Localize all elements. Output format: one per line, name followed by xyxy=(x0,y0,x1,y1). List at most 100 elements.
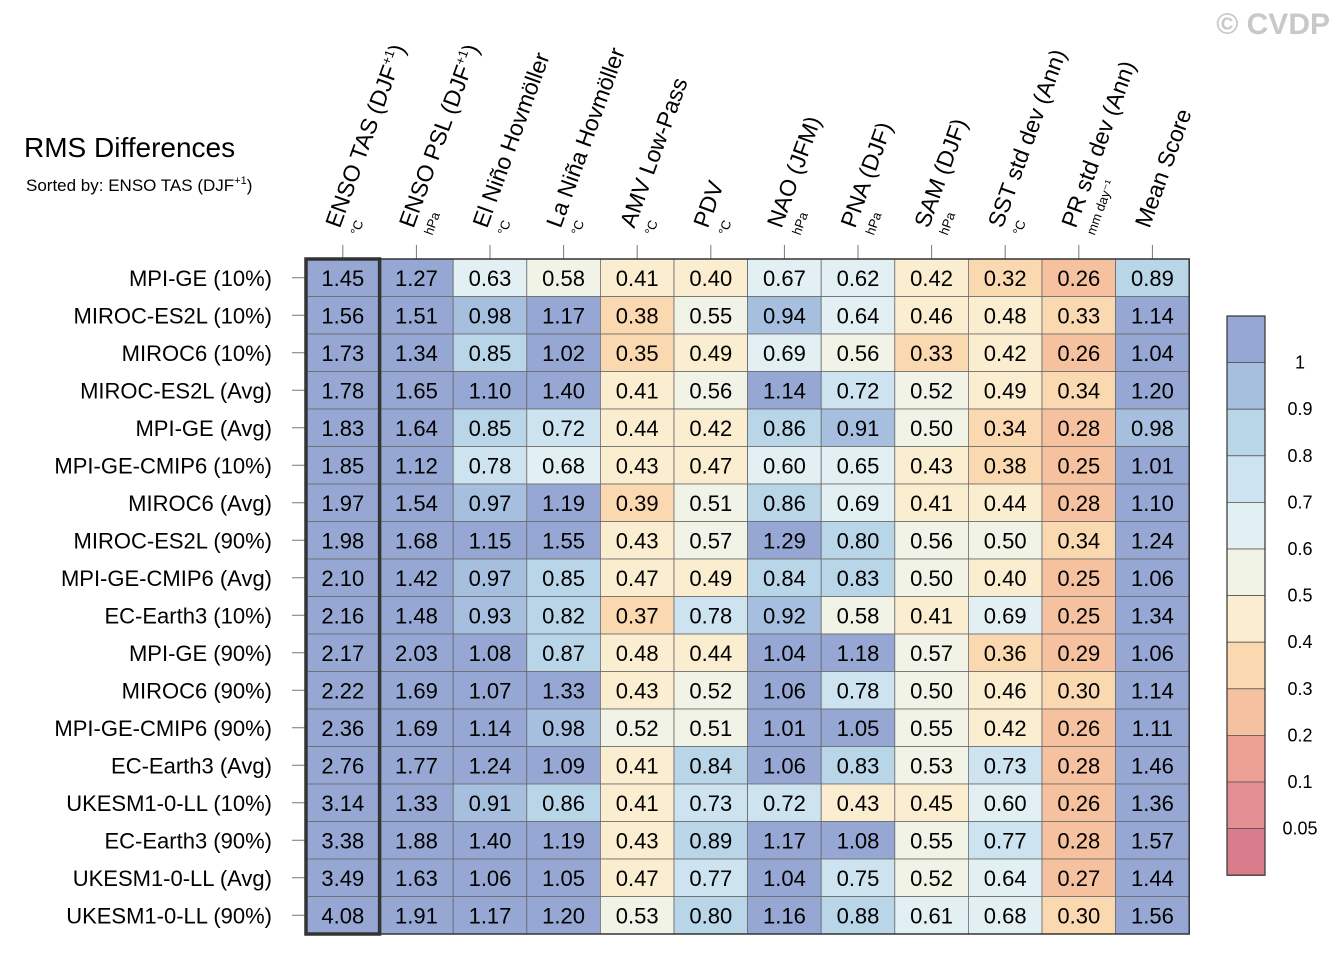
cell-value: 0.41 xyxy=(616,753,659,778)
heatmap-cell xyxy=(379,746,454,785)
heatmap-cell xyxy=(673,521,748,560)
colorbar-bin xyxy=(1226,595,1266,643)
colorbar: 1 0.9 0.8 0.7 0.6 0.5 0.4 0.3 0.2 0.1 0.05 xyxy=(1226,315,1318,876)
row-label: MIROC6 (Avg) xyxy=(128,491,272,516)
cell-value: 1.42 xyxy=(395,566,438,591)
cell-value: 1.77 xyxy=(395,753,438,778)
cell-value: 1.40 xyxy=(469,828,512,853)
cell-value: 0.91 xyxy=(469,791,512,816)
cell-value: 2.10 xyxy=(321,566,364,591)
cell-value: 0.72 xyxy=(837,378,880,403)
cell-value: 1.14 xyxy=(763,378,806,403)
heatmap-cell xyxy=(820,258,896,297)
heatmap-cell xyxy=(1115,708,1190,747)
heatmap-cell xyxy=(1041,783,1116,822)
cell-value: 1.15 xyxy=(469,528,512,553)
column-header: PDV°C xyxy=(688,177,734,237)
column-label-text: ENSO TAS (DJF xyxy=(320,62,403,231)
colorbar-label: 0.6 xyxy=(1287,539,1312,559)
cell-value: 0.75 xyxy=(837,866,880,891)
heatmap-cell xyxy=(1115,896,1190,935)
colorbar-border xyxy=(1226,315,1266,876)
heatmap-cell xyxy=(305,558,380,597)
heatmap-cell xyxy=(747,708,822,747)
heatmap-cell xyxy=(600,821,675,860)
heatmap-cell xyxy=(305,633,380,672)
cell-value: 1.68 xyxy=(395,528,438,553)
column-label-text: La Niña Hovmöller xyxy=(541,44,630,231)
heatmap-cell xyxy=(452,896,528,935)
column-label-superscript: +1 xyxy=(452,48,471,67)
heatmap-cell xyxy=(305,596,380,635)
heatmap-cell xyxy=(452,596,528,635)
row-label: MPI-GE (Avg) xyxy=(135,416,272,441)
cell-value: 0.57 xyxy=(689,528,732,553)
colorbar-bin xyxy=(1226,688,1266,736)
cell-value: 0.49 xyxy=(689,341,732,366)
heatmap-cell xyxy=(1115,858,1190,897)
heatmap-cell xyxy=(673,483,748,522)
colorbar-bin xyxy=(1226,641,1266,690)
heatmap-cell xyxy=(673,896,748,935)
cell-value: 0.58 xyxy=(542,266,585,291)
cell-value: 0.78 xyxy=(837,678,880,703)
heatmap-cell xyxy=(747,671,822,710)
colorbar-label: 0.7 xyxy=(1287,492,1312,512)
cell-value: 1.04 xyxy=(763,866,806,891)
cell-value: 0.34 xyxy=(1057,378,1100,403)
heatmap-cell xyxy=(452,258,528,297)
heatmap-cell xyxy=(968,821,1043,860)
row-label: MIROC6 (90%) xyxy=(122,678,272,703)
colorbar-label: 0.1 xyxy=(1287,772,1312,792)
cell-value: 1.56 xyxy=(321,303,364,328)
cell-value: 2.03 xyxy=(395,641,438,666)
cell-value: 0.41 xyxy=(616,266,659,291)
heatmap-cell xyxy=(305,896,380,935)
cell-value: 0.42 xyxy=(984,716,1027,741)
colorbar-bin xyxy=(1226,781,1266,829)
heatmap-cell xyxy=(820,558,896,597)
cell-value: 0.61 xyxy=(910,903,953,928)
cell-value: 1.65 xyxy=(395,378,438,403)
cell-value: 0.48 xyxy=(984,303,1027,328)
cell-value: 1.29 xyxy=(763,528,806,553)
heatmap-cell xyxy=(894,783,969,822)
cell-value: 1.17 xyxy=(763,828,806,853)
column-unit: °C xyxy=(715,218,734,237)
heatmap-cell xyxy=(747,596,822,635)
heatmap-cell xyxy=(1041,521,1116,560)
cell-value: 0.53 xyxy=(910,753,953,778)
heatmap-cell xyxy=(820,521,896,560)
cell-value: 2.17 xyxy=(321,641,364,666)
column-header: PNA (DJF)hPa xyxy=(835,119,897,237)
cell-value: 0.43 xyxy=(837,791,880,816)
cell-value: 1.56 xyxy=(1131,903,1174,928)
cell-value: 0.37 xyxy=(616,603,659,628)
cell-value: 1.01 xyxy=(763,716,806,741)
heatmap-cell xyxy=(747,746,822,785)
row-label: MIROC-ES2L (90%) xyxy=(74,528,272,553)
heatmap-cell xyxy=(968,408,1043,447)
column-unit: °C xyxy=(642,218,661,237)
cell-value: 0.86 xyxy=(542,791,585,816)
cell-value: 0.33 xyxy=(1057,303,1100,328)
row-label: UKESM1-0-LL (Avg) xyxy=(73,866,272,891)
cell-value: 0.49 xyxy=(984,378,1027,403)
cell-value: 1.57 xyxy=(1131,828,1174,853)
cell-value: 1.51 xyxy=(395,303,438,328)
column-label: PNA (DJF) xyxy=(835,119,897,231)
heatmap-cell xyxy=(452,858,528,897)
cell-value: 0.56 xyxy=(837,341,880,366)
cell-value: 0.42 xyxy=(984,341,1027,366)
cell-value: 1.12 xyxy=(395,453,438,478)
cell-value: 0.92 xyxy=(763,603,806,628)
cell-value: 0.98 xyxy=(542,716,585,741)
cell-value: 0.73 xyxy=(689,791,732,816)
heatmap-cell xyxy=(526,408,601,447)
cell-value: 4.08 xyxy=(321,903,364,928)
heatmap-cell xyxy=(820,858,896,897)
heatmap-cell xyxy=(1115,296,1190,335)
heatmap-cell xyxy=(820,896,896,935)
heatmap-cell xyxy=(673,783,748,822)
cell-value: 0.85 xyxy=(469,416,512,441)
